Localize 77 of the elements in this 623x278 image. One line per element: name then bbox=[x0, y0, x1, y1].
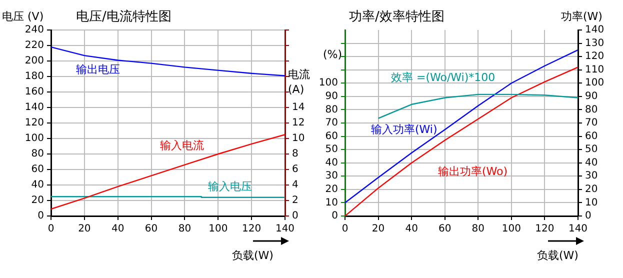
y-axis-title: 电压 (V) bbox=[2, 10, 44, 23]
y2-tick-label: 0 bbox=[292, 210, 298, 222]
x-tick-label: 40 bbox=[405, 224, 418, 235]
y-axis-title: (%) bbox=[323, 48, 342, 61]
x-axis-title: 负载(W) bbox=[232, 248, 274, 262]
y-tick-label: 10 bbox=[325, 197, 338, 208]
y-tick-label: 80 bbox=[325, 104, 338, 116]
x-tick-label: 40 bbox=[111, 224, 124, 235]
y-tick-label: 60 bbox=[325, 130, 338, 142]
y2-axis-title: 功率(W) bbox=[561, 10, 602, 23]
chart-title: 功率/效率特性图 bbox=[349, 8, 444, 24]
x-tick-label: 100 bbox=[502, 224, 521, 235]
y-tick-label: 240 bbox=[24, 24, 44, 36]
y2-tick-label: 50 bbox=[585, 144, 598, 156]
y2-tick-label: 14 bbox=[292, 102, 305, 114]
y2-tick-label: 6 bbox=[292, 164, 298, 176]
y2-tick-label: 140 bbox=[585, 24, 604, 36]
x-tick-label: 0 bbox=[342, 224, 348, 235]
y-tick-label: 20 bbox=[31, 195, 44, 206]
y-tick-label: 200 bbox=[24, 56, 44, 67]
y-tick-label: 70 bbox=[325, 118, 338, 129]
y2-tick-label: 110 bbox=[585, 64, 604, 76]
y2-tick-label: 100 bbox=[585, 78, 604, 89]
x-tick-label: 120 bbox=[242, 224, 262, 235]
y2-tick-label: 8 bbox=[292, 148, 298, 160]
y2-tick-label: 12 bbox=[292, 118, 305, 129]
x-tick-label: 60 bbox=[144, 224, 158, 235]
y2-tick-label: 10 bbox=[292, 133, 305, 144]
x-tick-label: 140 bbox=[568, 224, 588, 235]
y-tick-label: 160 bbox=[24, 86, 44, 98]
y-tick-label: 0 bbox=[332, 210, 338, 222]
series-label: 输入功率(Wi) bbox=[371, 122, 438, 136]
x-tick-label: 100 bbox=[208, 224, 228, 235]
y-tick-label: 0 bbox=[38, 210, 44, 222]
y2-tick-label: 2 bbox=[292, 195, 298, 206]
y-tick-label: 20 bbox=[325, 184, 338, 196]
y-tick-label: 60 bbox=[31, 164, 44, 176]
y-tick-label: 220 bbox=[24, 40, 44, 52]
y2-tick-label: 20 bbox=[585, 184, 598, 196]
y-tick-label: 180 bbox=[24, 71, 44, 82]
series-label: 输入电压 bbox=[208, 180, 252, 193]
x-tick-label: 0 bbox=[48, 224, 54, 235]
y2-tick-label: 80 bbox=[585, 104, 598, 116]
x-axis-title: 负载(W) bbox=[537, 248, 578, 262]
x-tick-label: 80 bbox=[472, 224, 485, 235]
y-tick-label: 100 bbox=[318, 78, 338, 89]
y2-tick-label: 90 bbox=[585, 91, 598, 102]
x-tick-label: 140 bbox=[275, 224, 295, 235]
x-tick-label: 20 bbox=[78, 224, 91, 235]
y2-tick-label: 120 bbox=[585, 51, 604, 62]
x-tick-label: 20 bbox=[372, 224, 385, 235]
y-tick-label: 30 bbox=[325, 170, 338, 182]
y2-tick-label: 130 bbox=[585, 38, 604, 49]
x-tick-label: 80 bbox=[178, 224, 192, 235]
chart-title: 电压/电流特性图 bbox=[76, 8, 172, 24]
x-tick-label: 60 bbox=[438, 224, 452, 235]
y-tick-label: 120 bbox=[24, 118, 44, 129]
series-label: 输入电流 bbox=[160, 138, 204, 152]
y-tick-label: 40 bbox=[325, 157, 338, 168]
series-label: 输出电压 bbox=[76, 62, 120, 76]
y-tick-label: 140 bbox=[24, 102, 44, 114]
y2-tick-label: 40 bbox=[585, 157, 598, 168]
y-tick-label: 80 bbox=[31, 148, 44, 160]
y-tick-label: 50 bbox=[325, 144, 338, 156]
y2-tick-label: 10 bbox=[585, 197, 598, 208]
y2-tick-label: 60 bbox=[585, 130, 598, 142]
y2-tick-label: 30 bbox=[585, 170, 598, 182]
y2-tick-label: 0 bbox=[585, 210, 592, 222]
y-tick-label: 40 bbox=[31, 180, 44, 191]
series-label: 效率 =(Wo/Wi)*100 bbox=[391, 70, 496, 84]
y2-tick-label: 4 bbox=[292, 180, 298, 191]
y-tick-label: 100 bbox=[24, 133, 44, 144]
y2-tick-label: 70 bbox=[585, 118, 598, 129]
series-label: 输出功率(Wo) bbox=[438, 164, 508, 178]
y-tick-label: 90 bbox=[325, 91, 338, 102]
x-tick-label: 120 bbox=[535, 224, 554, 235]
y2-axis-title: 电流 (A) bbox=[288, 68, 310, 96]
